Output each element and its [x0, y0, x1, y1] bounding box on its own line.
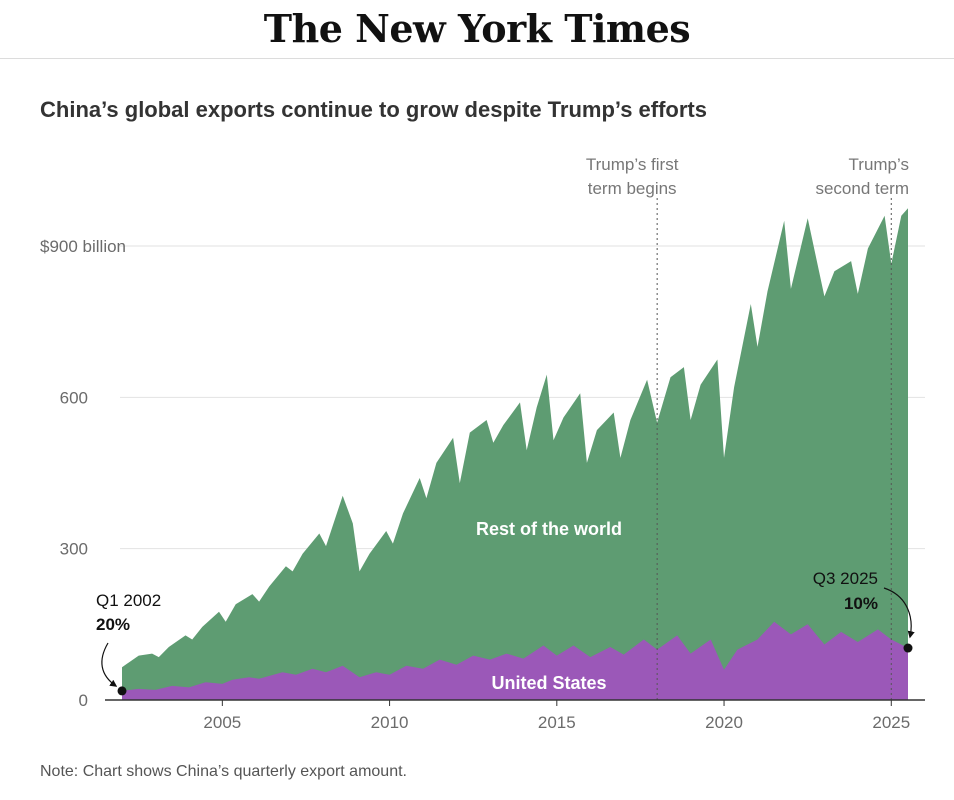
event-label-line1: Trump’s: [849, 155, 909, 174]
callout-share-end: 10%: [844, 594, 878, 613]
callout-dot-end: [903, 643, 913, 653]
x-tick-label: 2015: [538, 713, 576, 732]
callout-arrow-start: [101, 642, 118, 687]
chart-note: Note: Chart shows China’s quarterly expo…: [40, 763, 407, 780]
callout-period-end: Q3 2025: [813, 569, 878, 588]
area-label-united-states: United States: [491, 673, 606, 693]
export-area-chart: Trump’s first term begins Trump’s second te…: [40, 155, 925, 732]
event-label-line1: Trump’s first: [586, 155, 679, 174]
united-states-area: [122, 621, 908, 700]
event-label-line2: term begins: [588, 179, 677, 198]
masthead: The New York Times: [0, 0, 954, 59]
x-tick-label: 2020: [705, 713, 743, 732]
y-tick-label: 300: [60, 540, 88, 559]
callout-share-start: 20%: [96, 615, 130, 634]
event-label-line2: second term: [815, 179, 909, 198]
y-tick-label: $900 billion: [40, 237, 126, 256]
nyt-logo[interactable]: The New York Times: [263, 6, 691, 51]
area-label-rest-of-world: Rest of the world: [476, 519, 622, 539]
callout-arrow-end: [883, 587, 915, 639]
x-tick-label: 2010: [371, 713, 409, 732]
chart-title: China’s global exports continue to grow …: [40, 97, 707, 122]
x-tick-label: 2025: [872, 713, 910, 732]
y-tick-label: 0: [79, 691, 88, 710]
x-tick-label: 2005: [203, 713, 241, 732]
y-tick-label: 600: [60, 388, 88, 407]
rest-of-world-area: [122, 208, 908, 700]
callout-period-start: Q1 2002: [96, 591, 161, 610]
callout-dot-start: [117, 686, 127, 696]
